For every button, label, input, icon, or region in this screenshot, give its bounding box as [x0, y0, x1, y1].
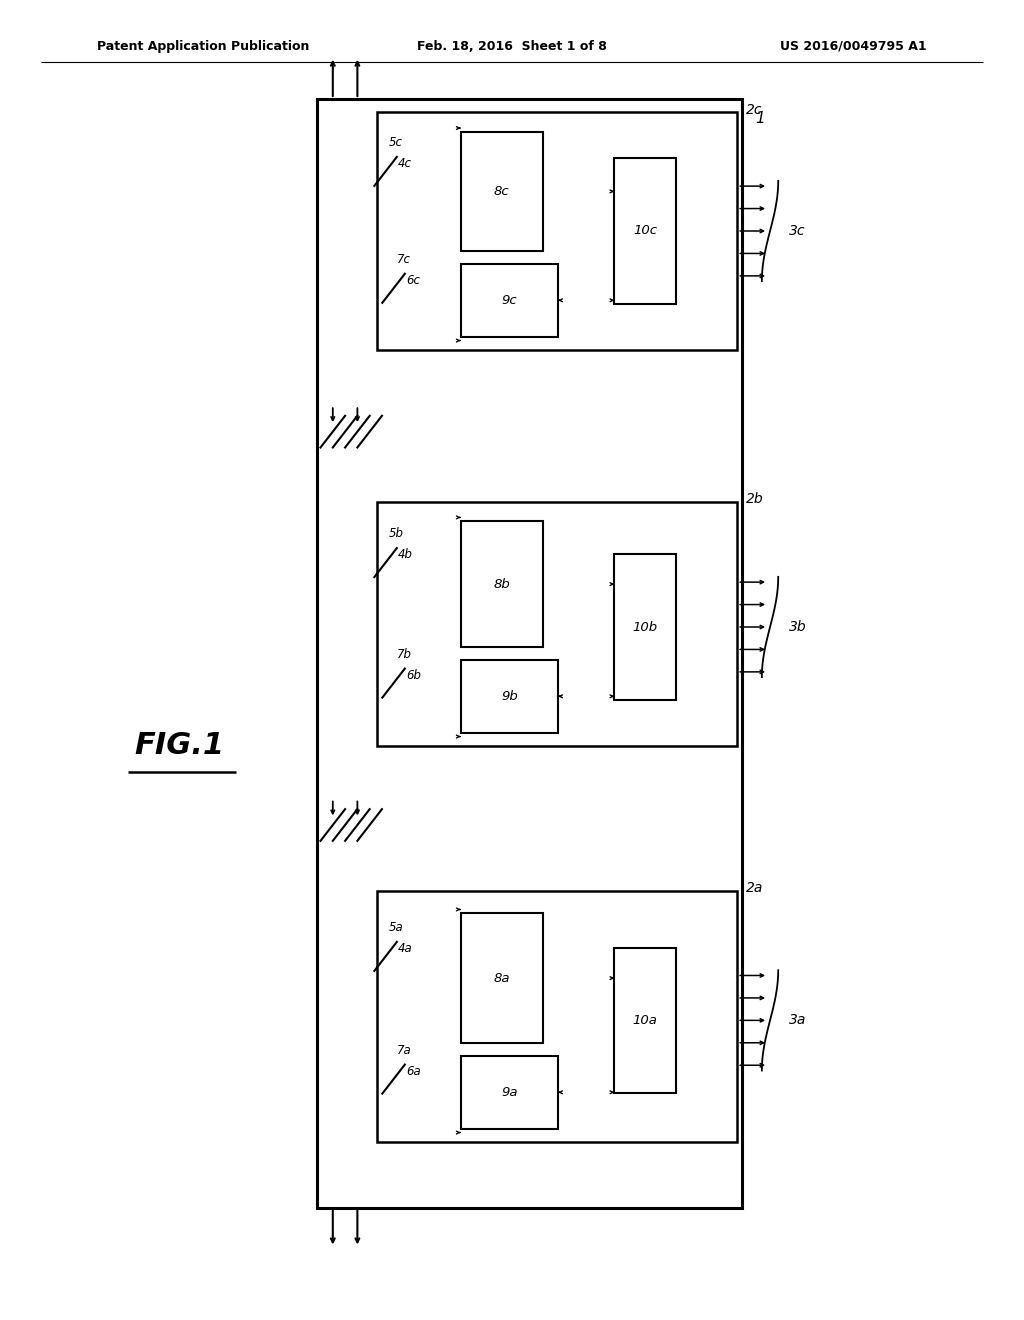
- Text: 10b: 10b: [633, 620, 657, 634]
- Text: 5a: 5a: [389, 921, 403, 933]
- Text: Feb. 18, 2016  Sheet 1 of 8: Feb. 18, 2016 Sheet 1 of 8: [417, 40, 607, 53]
- Text: 8b: 8b: [494, 578, 510, 590]
- Bar: [461, 264, 558, 337]
- Text: 7a: 7a: [396, 1044, 412, 1056]
- Text: 1: 1: [756, 111, 766, 127]
- Bar: [461, 132, 543, 251]
- Text: 3c: 3c: [788, 224, 805, 238]
- Text: 4c: 4c: [398, 157, 412, 170]
- Text: US 2016/0049795 A1: US 2016/0049795 A1: [780, 40, 927, 53]
- Text: 5c: 5c: [389, 136, 402, 149]
- Text: 10a: 10a: [633, 1014, 657, 1027]
- Text: Patent Application Publication: Patent Application Publication: [97, 40, 309, 53]
- Bar: [461, 660, 558, 733]
- Bar: [614, 158, 676, 304]
- Bar: [317, 99, 742, 1208]
- Text: FIG.1: FIG.1: [134, 731, 224, 760]
- Text: 3b: 3b: [788, 620, 806, 634]
- Text: 7b: 7b: [396, 648, 412, 660]
- Text: 2b: 2b: [745, 492, 763, 506]
- Text: 6c: 6c: [406, 273, 420, 286]
- Text: 9c: 9c: [502, 294, 517, 306]
- Text: 9b: 9b: [501, 690, 518, 702]
- Text: 5b: 5b: [389, 527, 403, 540]
- Text: 4a: 4a: [398, 942, 413, 954]
- Bar: [461, 913, 543, 1043]
- Bar: [377, 891, 737, 1142]
- Bar: [614, 554, 676, 700]
- Bar: [461, 521, 543, 647]
- Bar: [377, 112, 737, 350]
- Text: 7c: 7c: [396, 252, 411, 265]
- Text: 6a: 6a: [406, 1065, 421, 1077]
- Text: 8a: 8a: [494, 972, 510, 985]
- Text: 9a: 9a: [501, 1086, 518, 1098]
- Text: 8c: 8c: [494, 185, 510, 198]
- Bar: [377, 502, 737, 746]
- Text: 4b: 4b: [398, 548, 413, 561]
- Text: 6b: 6b: [406, 669, 421, 681]
- Text: 2c: 2c: [745, 103, 762, 116]
- Text: 3a: 3a: [788, 1014, 806, 1027]
- Bar: [461, 1056, 558, 1129]
- Text: 10c: 10c: [633, 224, 657, 238]
- Bar: [614, 948, 676, 1093]
- Text: 2a: 2a: [745, 882, 763, 895]
